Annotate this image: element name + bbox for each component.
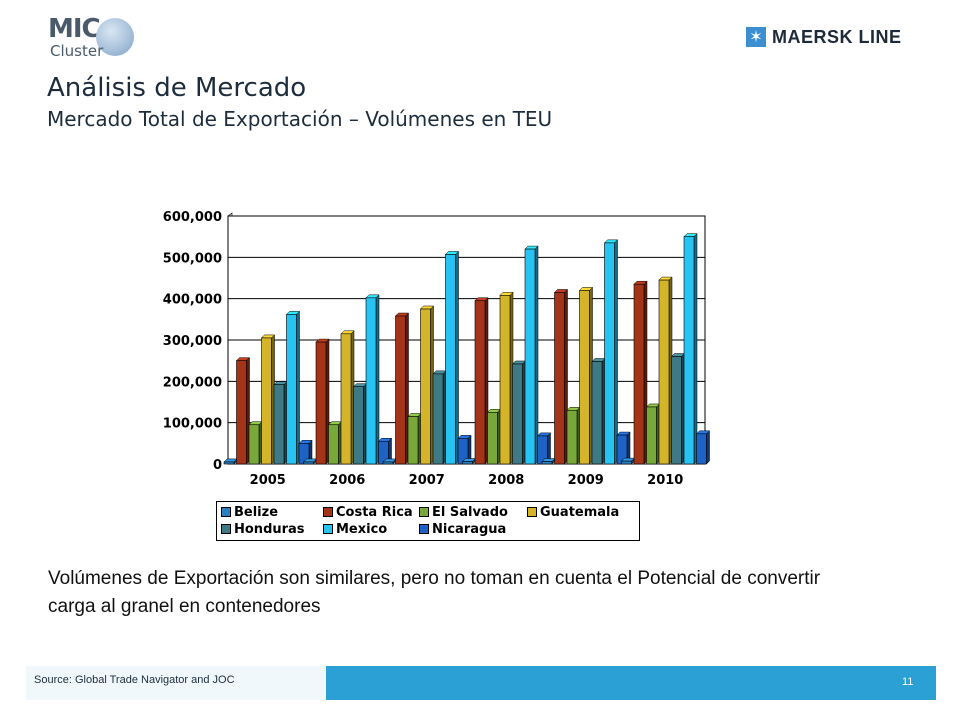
bar (286, 314, 297, 465)
legend-swatch (323, 524, 333, 534)
y-tick-label: 200,000 (163, 375, 222, 390)
bar (604, 242, 615, 465)
logo-mic-text: MIC (48, 14, 101, 44)
bar (512, 363, 523, 465)
bar (474, 300, 486, 465)
legend-item: Nicaragua (419, 521, 506, 537)
legend-label: Mexico (336, 521, 388, 537)
footer-bar (26, 666, 936, 700)
bar (315, 341, 327, 465)
bar (633, 283, 645, 465)
x-tick-label: 2010 (647, 473, 683, 488)
legend-label: Belize (234, 504, 279, 520)
legend-swatch (527, 507, 537, 517)
bar-side (693, 233, 698, 465)
bar (328, 424, 339, 465)
star-icon: ✶ (746, 27, 766, 47)
x-tick-label: 2007 (409, 473, 445, 488)
bar-side (614, 239, 618, 465)
bar (395, 315, 406, 465)
bar (432, 373, 444, 465)
legend-label: Nicaragua (432, 521, 507, 537)
bar (273, 384, 285, 465)
source-text: Source: Global Trade Navigator and JOC (34, 674, 235, 686)
bar (445, 254, 456, 465)
bar (696, 433, 707, 465)
legend-item: Mexico (323, 521, 387, 537)
bar-side (375, 294, 380, 465)
legend-label: Honduras (234, 521, 305, 537)
legend-label: Guatemala (540, 504, 620, 520)
bar (566, 409, 578, 465)
bar (621, 460, 632, 465)
bar-side (534, 245, 539, 465)
x-tick-label: 2009 (568, 473, 604, 488)
legend-swatch (221, 507, 231, 517)
note-text: Volúmenes de Exportación son similares, … (48, 568, 821, 617)
bar (248, 424, 260, 465)
legend-swatch (221, 524, 231, 534)
footer-source-panel (26, 666, 326, 700)
bar-side (706, 430, 710, 465)
bar (382, 461, 394, 465)
bar (353, 386, 364, 465)
globe-icon (96, 18, 134, 56)
page-subtitle: Mercado Total de Exportación – Volúmenes… (47, 107, 553, 131)
bar (579, 290, 590, 465)
bar (340, 333, 352, 465)
bar (658, 279, 670, 465)
bar (646, 406, 657, 465)
bar (554, 292, 565, 465)
maersk-logo-text: MAERSK LINE (772, 26, 902, 47)
y-tick-label: 400,000 (163, 293, 222, 308)
bar (671, 356, 682, 465)
page-number: 11 (902, 676, 914, 688)
bar (303, 461, 314, 465)
bar-chart: 0 100,000 200,000 300,000 400,000 500,000 600,… (163, 210, 711, 488)
bar-side (455, 250, 459, 465)
legend-swatch (419, 507, 429, 517)
bar (591, 361, 603, 465)
bar (365, 297, 377, 465)
legend-item: Guatemala (527, 504, 619, 520)
x-tick-label: 2005 (250, 473, 286, 488)
chart-legend: Belize Costa Rica El Salvado Guatemala Hondu… (216, 501, 640, 541)
bar (462, 461, 473, 465)
x-tick-label: 2006 (329, 473, 365, 488)
y-tick-label: 500,000 (163, 251, 222, 266)
y-tick-label: 600,000 (163, 210, 222, 225)
bar (407, 416, 419, 465)
logo-cluster-text: Cluster (50, 42, 104, 60)
bar-side (296, 310, 300, 465)
bar (420, 308, 431, 465)
legend-item: Honduras (221, 521, 305, 537)
bar (487, 412, 498, 465)
x-tick-label: 2008 (488, 473, 524, 488)
legend-swatch (419, 524, 429, 534)
y-tick-label: 100,000 (163, 417, 222, 432)
legend-item: El Salvado (419, 504, 508, 520)
legend-item: Costa Rica (323, 504, 413, 520)
bar (524, 248, 536, 465)
bar (236, 360, 247, 465)
bar (499, 295, 511, 465)
mic-cluster-logo: MIC Cluster (48, 14, 138, 64)
legend-swatch (323, 507, 333, 517)
y-tick-label: 300,000 (163, 334, 222, 349)
bar (223, 461, 235, 465)
bar (261, 337, 272, 465)
bar (683, 236, 695, 465)
page-title: Análisis de Mercado (47, 73, 307, 103)
legend-label: Costa Rica (336, 504, 413, 520)
y-tick-label: 0 (213, 458, 222, 473)
maersk-line-logo: ✶ MAERSK LINE (746, 24, 902, 50)
legend-label: El Salvado (432, 504, 508, 520)
bar (541, 461, 553, 465)
legend-item: Belize (221, 504, 278, 520)
